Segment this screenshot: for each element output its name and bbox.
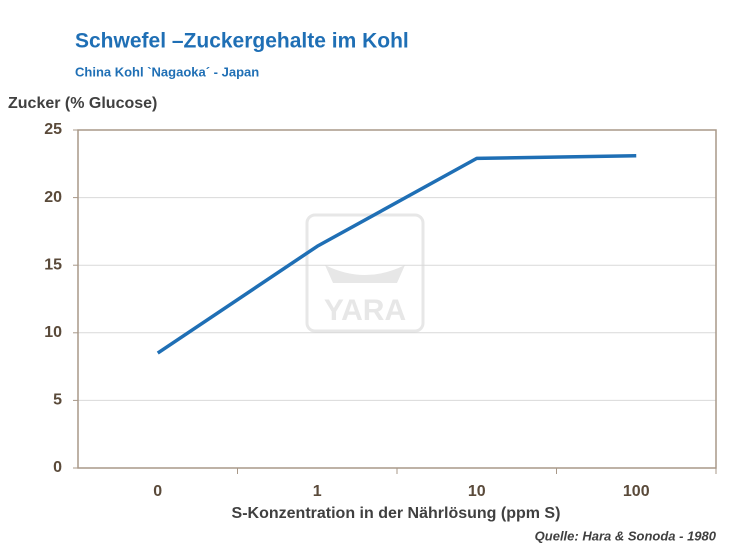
- y-tick-label: 20: [44, 189, 62, 206]
- chart-title: Schwefel –Zuckergehalte im Kohl: [75, 30, 409, 53]
- x-axis-title: S-Konzentration in der Nährlösung (ppm S…: [232, 505, 561, 522]
- x-tick-label: 10: [468, 483, 486, 500]
- x-tick-label: 100: [623, 483, 650, 500]
- x-tick-label: 0: [153, 483, 162, 500]
- watermark-frame: [305, 213, 425, 333]
- chart-subtitle: China Kohl `Nagaoka´ - Japan: [75, 64, 259, 79]
- y-tick-label: 0: [53, 459, 62, 476]
- source-note: Quelle: Hara & Sonoda - 1980: [535, 528, 717, 543]
- y-tick-label: 10: [44, 324, 62, 341]
- x-tick-label: 1: [313, 483, 322, 500]
- watermark: YARA: [305, 213, 425, 333]
- y-tick-label: 5: [53, 392, 62, 409]
- y-axis-title: Zucker (% Glucose): [8, 95, 157, 112]
- data-line: [156, 153, 637, 355]
- watermark-ship: [325, 265, 405, 283]
- y-tick-label: 25: [44, 121, 62, 138]
- watermark-text: YARA: [324, 294, 406, 327]
- y-tick-label: 15: [44, 256, 62, 273]
